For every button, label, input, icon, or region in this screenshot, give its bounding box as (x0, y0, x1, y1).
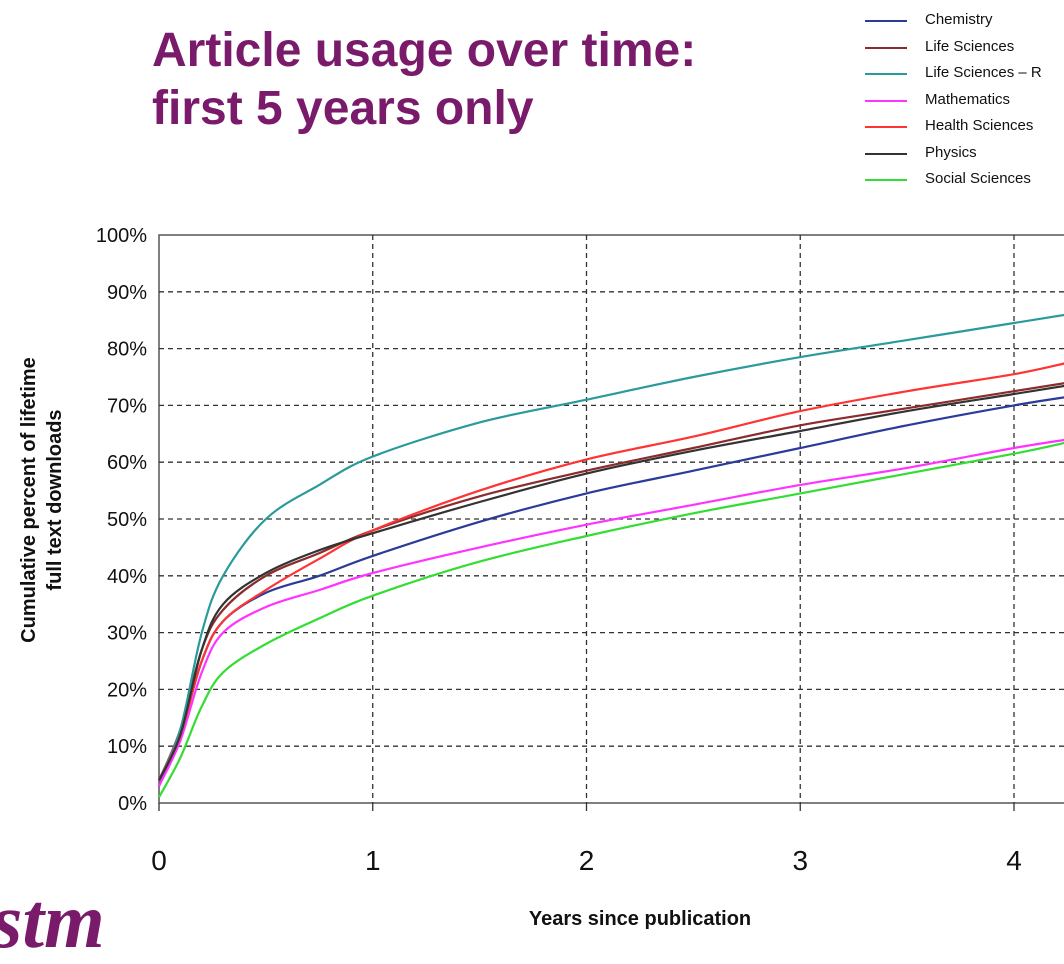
legend-label: Chemistry (925, 11, 993, 28)
x-tick-label: 4 (1006, 845, 1022, 876)
y-tick-label: 0% (118, 793, 147, 815)
legend-item-chemistry: Chemistry (862, 8, 1064, 35)
series-line-chemistry (157, 396, 1064, 787)
x-axis-label: Years since publication (528, 908, 752, 930)
y-tick-label: 40% (107, 566, 147, 588)
legend-item-physics: Physics (862, 141, 1064, 168)
legend-swatch (865, 126, 907, 128)
x-tick-label: 3 (792, 845, 808, 876)
series-line-life-sciences (157, 382, 1064, 781)
series-line-life-sciences-r (157, 313, 1064, 781)
legend-label: Physics (925, 143, 977, 161)
legend-label: Mathematics (925, 90, 1011, 108)
y-axis-label: Cumulative percent of lifetime full text… (16, 357, 68, 643)
y-tick-label: 30% (107, 623, 147, 645)
legend-swatch (865, 46, 907, 49)
chart-legend: Chemistry Life Sciences Life Sciences – R M… (862, 8, 1064, 194)
y-axis-label-line-2: full text downloads (44, 409, 66, 591)
legend-item-life-sciences-r: Life Sciences – R (862, 61, 1064, 88)
y-tick-label: 90% (107, 282, 147, 304)
series-line-health-sciences (158, 362, 1064, 781)
y-tick-label: 100% (96, 225, 147, 247)
chart-plot: 0% 10% 20% 30% 40% 50% 60% 70% 80% 90% 100% 0 1 2 3 4 (96, 225, 1064, 876)
legend-swatch (865, 99, 907, 102)
legend-label: Life Sciences (925, 37, 1015, 55)
legend-item-life-sciences: Life Sciences (862, 35, 1064, 62)
series-line-social-sciences (158, 441, 1064, 798)
legend-item-social-sciences: Social Sciences (862, 167, 1064, 194)
legend-item-mathematics: Mathematics (862, 88, 1064, 115)
y-tick-label: 80% (107, 339, 147, 361)
legend-label: Health Sciences (925, 117, 1034, 134)
y-tick-label: 10% (107, 736, 147, 758)
title-line-1: Article usage over time: (152, 24, 697, 77)
legend-item-health-sciences: Health Sciences (862, 114, 1064, 141)
x-tick-label: 1 (365, 845, 381, 876)
y-tick-label: 20% (107, 679, 147, 701)
y-tick-label: 50% (107, 509, 147, 531)
stm-logo: stm (0, 877, 105, 964)
y-tick-label: 60% (107, 452, 147, 474)
legend-swatch (865, 179, 907, 181)
x-tick-label: 2 (579, 845, 595, 876)
page-title: Article usage over time: first 5 years o… (152, 22, 696, 138)
legend-swatch (865, 152, 907, 155)
legend-label: Social Sciences (925, 170, 1031, 187)
series-line-physics (158, 384, 1064, 781)
legend-swatch (865, 73, 907, 75)
legend-swatch (865, 20, 907, 22)
series-line-mathematics (158, 438, 1064, 787)
title-line-2: first 5 years only (152, 82, 534, 135)
legend-label: Life Sciences – R (925, 64, 1042, 81)
x-tick-label: 0 (151, 845, 167, 876)
y-axis-label-line-1: Cumulative percent of lifetime (18, 357, 40, 643)
y-tick-label: 70% (107, 395, 147, 417)
